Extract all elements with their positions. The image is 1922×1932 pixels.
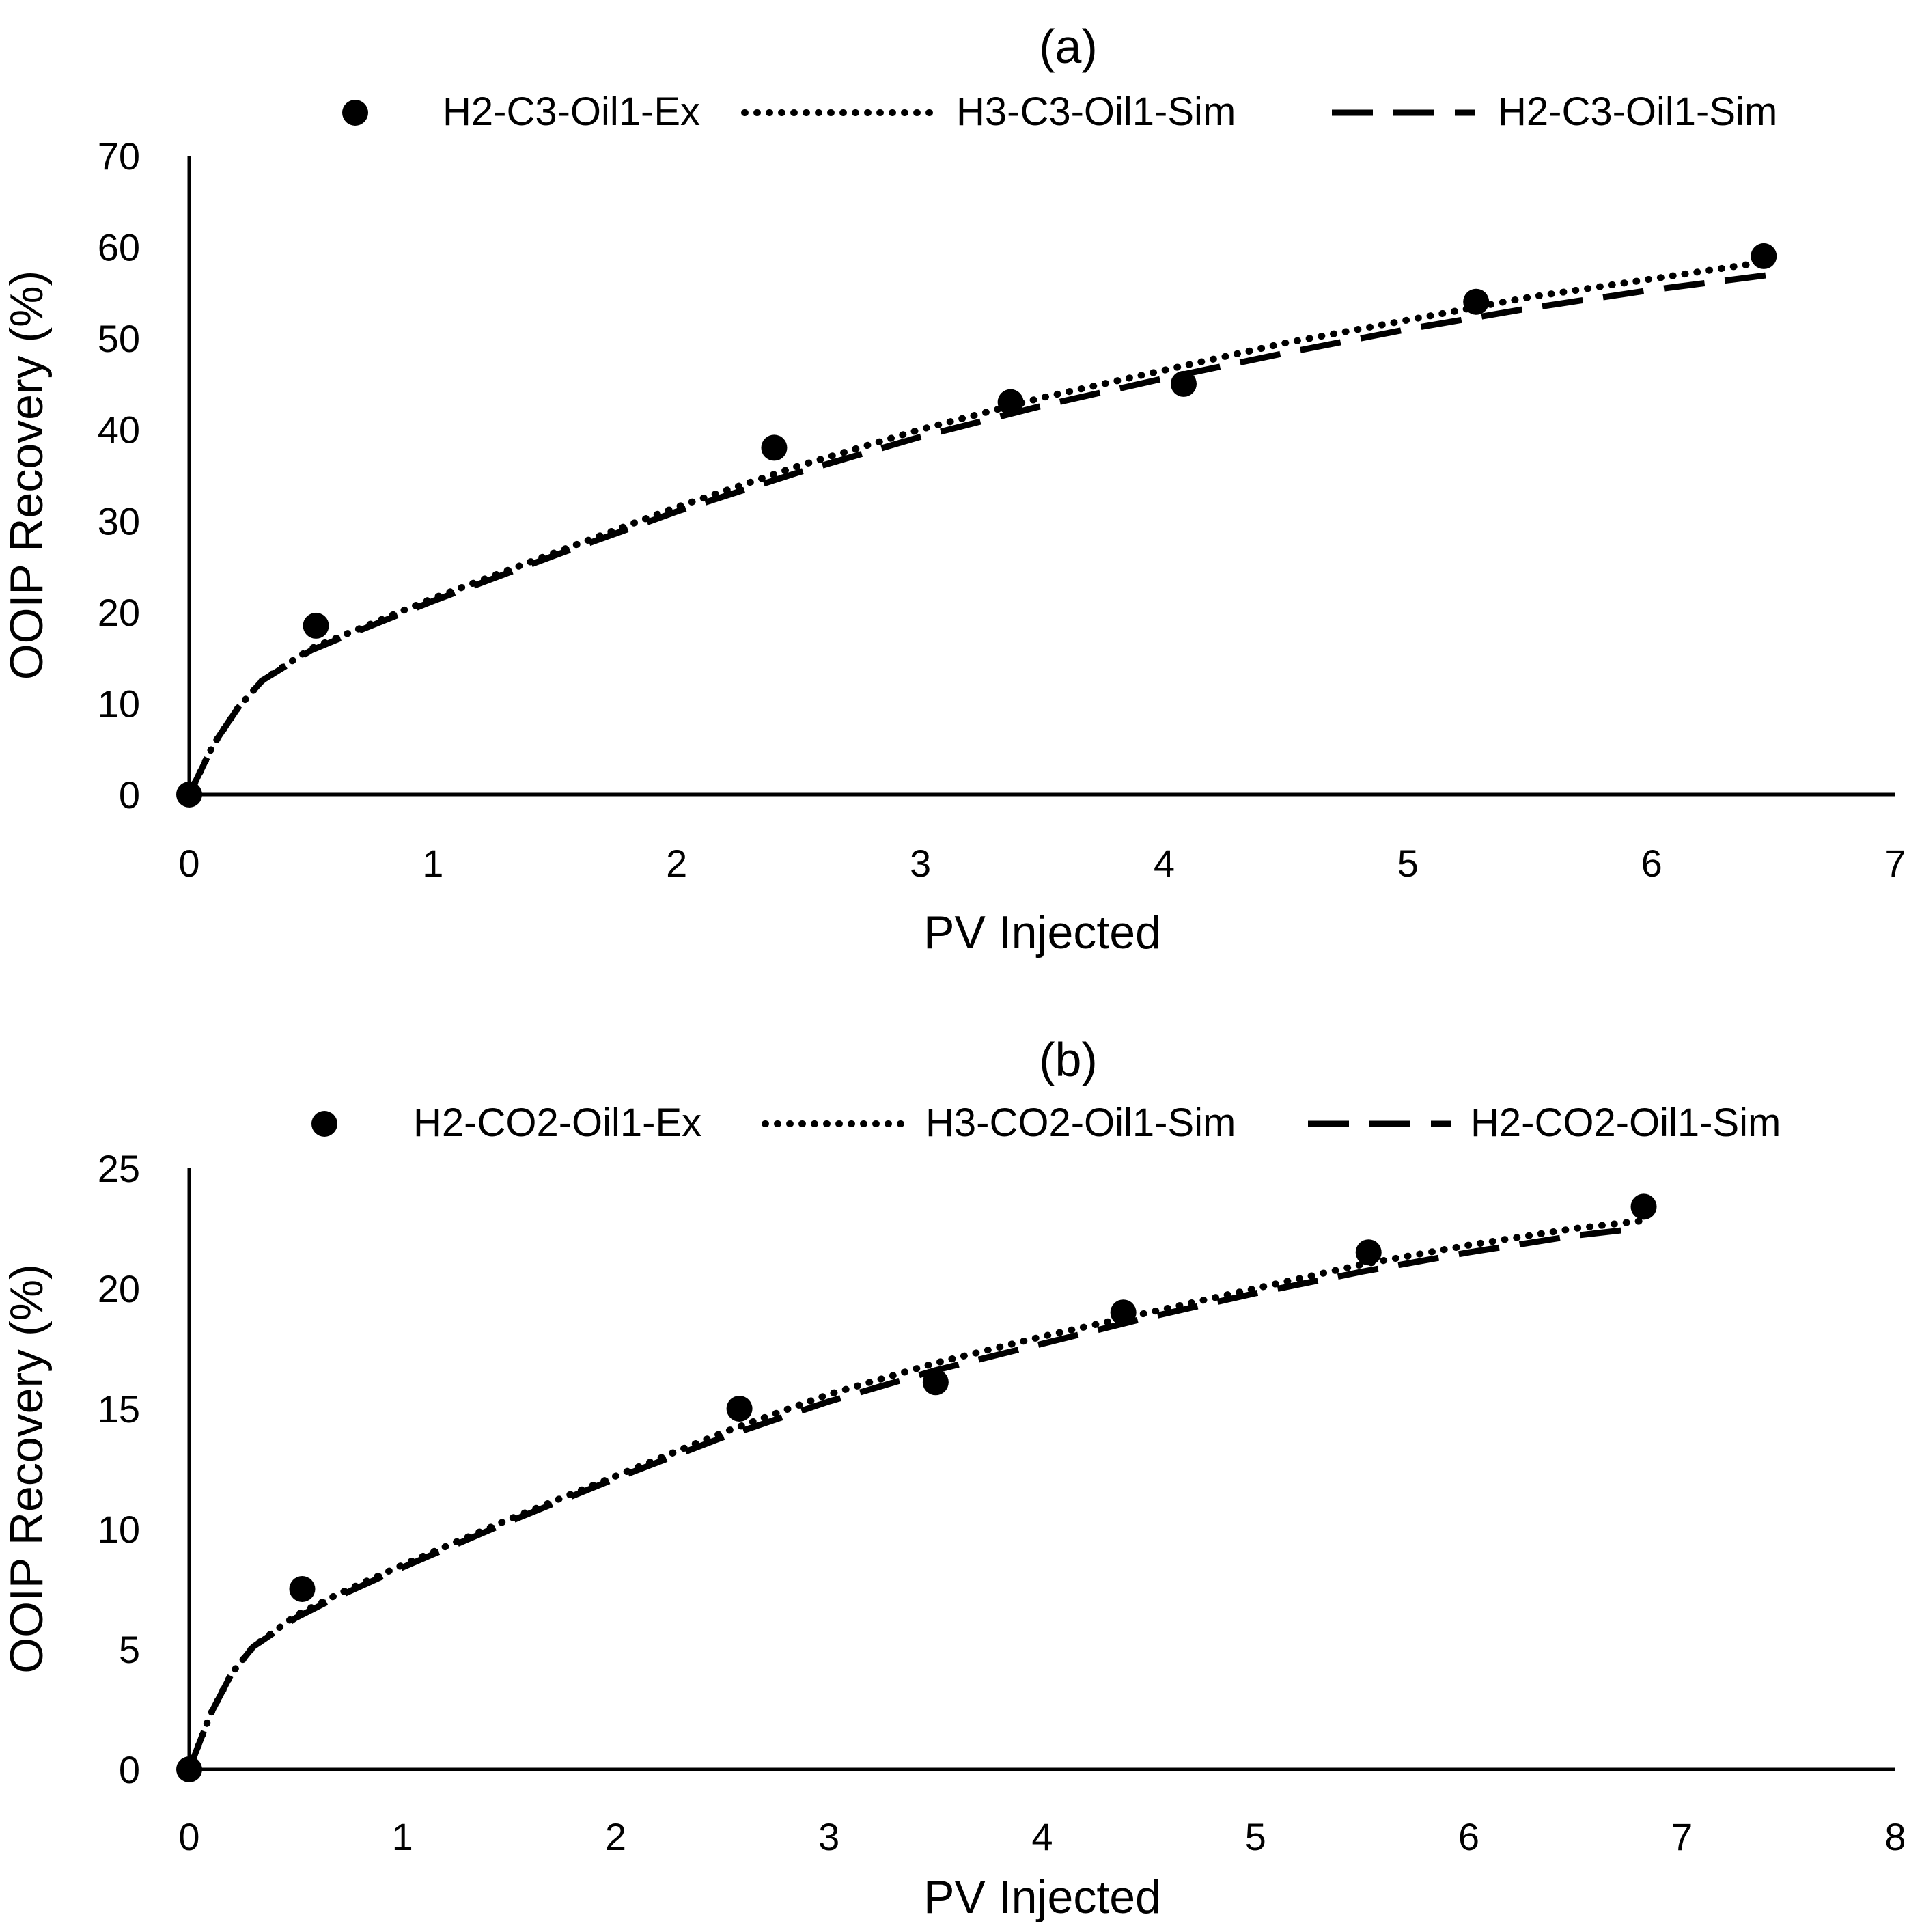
x-axis-title: PV Injected [923, 907, 1161, 958]
x-tick-label: 3 [818, 1815, 839, 1858]
data-point [303, 612, 329, 639]
legend-label: H3-C3-Oil1-Sim [956, 89, 1236, 134]
data-point [1355, 1239, 1382, 1266]
data-point [1110, 1299, 1137, 1326]
y-tick-label: 5 [119, 1628, 140, 1671]
y-tick-label: 30 [98, 499, 140, 542]
x-tick-label: 4 [1031, 1815, 1053, 1858]
x-tick-label: 0 [178, 842, 199, 885]
data-point [1751, 243, 1777, 269]
series-line [186, 271, 1774, 796]
legend-marker-icon [342, 100, 368, 126]
legend-item: H2-C3-Oil1-Ex [342, 89, 700, 134]
legend-label: H2-C3-Oil1-Sim [1498, 89, 1777, 134]
x-tick-label: 7 [1671, 1815, 1693, 1858]
x-tick-label: 5 [1397, 842, 1419, 885]
series-H3-C3-Oil1-Sim [186, 257, 1777, 798]
legend-item: H2-CO2-Oil1-Ex [311, 1101, 701, 1145]
y-tick-label: 25 [98, 1147, 140, 1190]
y-tick-label: 60 [98, 226, 140, 269]
data-point [726, 1396, 753, 1422]
legend-label: H2-CO2-Oil1-Ex [413, 1101, 701, 1145]
chart-title: (b) [1039, 1033, 1098, 1086]
x-tick-label: 4 [1154, 842, 1175, 885]
chart-title: (a) [1039, 20, 1098, 73]
y-axis-title: OOIP Recovery (%) [1, 271, 53, 680]
legend: H2-CO2-Oil1-Ex H3-CO2-Oil1-Sim H2-CO2-Oil1… [311, 1101, 1781, 1145]
x-tick-label: 5 [1245, 1815, 1266, 1858]
legend-marker-icon [311, 1111, 337, 1137]
legend-label: H2-C3-Oil1-Ex [443, 89, 700, 134]
x-tick-label: 2 [605, 1815, 626, 1858]
legend-label: H2-CO2-Oil1-Sim [1471, 1101, 1781, 1145]
data-point [289, 1576, 316, 1602]
legend: H2-C3-Oil1-Ex H3-C3-Oil1-Sim H2-C3-Oil1-Si… [342, 89, 1777, 134]
x-axis-title: PV Injected [923, 1871, 1161, 1923]
series-H2-CO2-Oil1-Sim [186, 1225, 1640, 1771]
x-tick-label: 0 [178, 1815, 199, 1858]
y-tick-label: 10 [98, 1508, 140, 1551]
data-point [176, 782, 202, 808]
x-tick-label: 8 [1884, 1815, 1906, 1858]
legend-item: H3-C3-Oil1-Sim [741, 89, 1236, 134]
series-H3-CO2-Oil1-Sim [186, 1217, 1643, 1773]
data-point [176, 1756, 202, 1782]
x-tick-label: 6 [1458, 1815, 1479, 1858]
data-point [1170, 370, 1197, 397]
legend-item: H2-C3-Oil1-Sim [1332, 89, 1777, 134]
chart-b: (b) 0 1 2 3 4 5 6 7 8 0 5 10 15 20 25 PV Injected OOIP Re… [1, 1033, 1906, 1923]
y-tick-label: 50 [98, 317, 140, 360]
data-point [761, 434, 788, 461]
x-tick-label: 6 [1641, 842, 1662, 885]
data-point [997, 389, 1024, 415]
legend-label: H3-CO2-Oil1-Sim [925, 1101, 1236, 1145]
y-tick-label: 40 [98, 409, 140, 452]
series-H2-C3-Oil1-Ex [176, 243, 1777, 808]
x-tick-label: 3 [910, 842, 931, 885]
series-line [186, 257, 1777, 798]
y-tick-label: 20 [98, 591, 140, 634]
legend-item: H2-CO2-Oil1-Sim [1308, 1101, 1781, 1145]
y-tick-label: 0 [119, 1748, 140, 1791]
y-tick-label: 15 [98, 1388, 140, 1431]
data-point [1463, 288, 1490, 315]
x-tick-label: 7 [1884, 842, 1906, 885]
legend-item: H3-CO2-Oil1-Sim [762, 1101, 1236, 1145]
y-tick-label: 0 [119, 773, 140, 816]
data-point [922, 1369, 949, 1396]
y-tick-label: 20 [98, 1267, 140, 1310]
x-tick-label: 2 [666, 842, 687, 885]
x-tick-label: 1 [392, 1815, 413, 1858]
y-axis-title: OOIP Recovery (%) [1, 1264, 53, 1674]
series-line [186, 1217, 1643, 1773]
y-tick-label: 70 [98, 135, 140, 178]
series-H2-C3-Oil1-Sim [186, 271, 1774, 796]
series-line [186, 1225, 1640, 1771]
x-tick-label: 1 [422, 842, 443, 885]
series-H2-CO2-Oil1-Ex [176, 1193, 1657, 1782]
y-tick-label: 10 [98, 682, 140, 725]
data-point [1630, 1193, 1657, 1220]
